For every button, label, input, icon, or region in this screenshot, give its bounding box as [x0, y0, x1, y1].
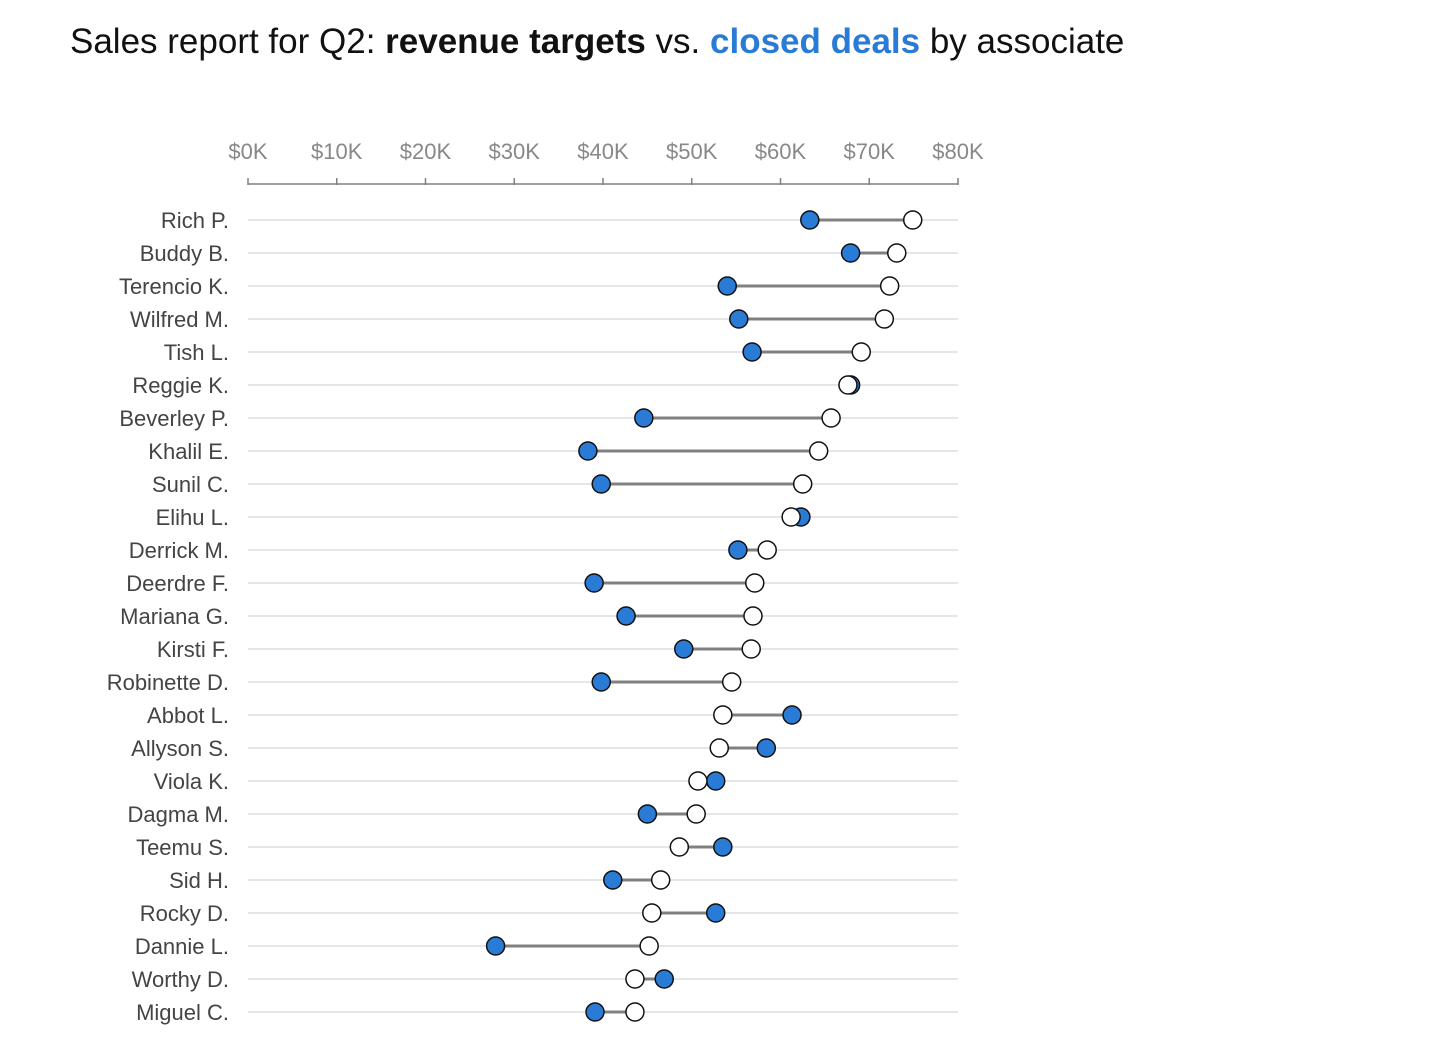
category-label: Rocky D. [140, 901, 229, 926]
category-label: Deerdre F. [126, 571, 229, 596]
category-label: Miguel C. [136, 1000, 229, 1025]
closed-deals-point [717, 276, 737, 296]
revenue-target-point [821, 408, 841, 428]
closed-deals-point [674, 639, 694, 659]
category-label: Dagma M. [128, 802, 229, 827]
category-label: Viola K. [154, 769, 229, 794]
closed-deals-point [616, 606, 636, 626]
category-label: Abbot L. [147, 703, 229, 728]
revenue-target-point [639, 936, 659, 956]
closed-deals-point [800, 210, 820, 230]
category-label: Wilfred M. [130, 307, 229, 332]
revenue-target-point [838, 375, 858, 395]
x-tick-label: $60K [755, 139, 807, 164]
revenue-target-point [686, 804, 706, 824]
category-label: Sid H. [169, 868, 229, 893]
category-label: Derrick M. [129, 538, 229, 563]
category-label: Terencio K. [119, 274, 229, 299]
revenue-target-point [642, 903, 662, 923]
closed-deals-point [782, 705, 802, 725]
category-label: Sunil C. [152, 472, 229, 497]
revenue-target-point [688, 771, 708, 791]
closed-deals-point [603, 870, 623, 890]
revenue-target-point [887, 243, 907, 263]
revenue-target-point [741, 639, 761, 659]
closed-deals-point [637, 804, 658, 824]
x-tick-label: $70K [844, 139, 896, 164]
closed-deals-point [840, 243, 861, 263]
revenue-target-point [743, 606, 763, 626]
category-label: Mariana G. [120, 604, 229, 629]
closed-deals-point [728, 540, 748, 560]
closed-deals-point [584, 573, 604, 593]
category-label: Elihu L. [156, 505, 229, 530]
revenue-target-point [721, 672, 742, 692]
closed-deals-point [485, 936, 506, 956]
category-label: Rich P. [161, 208, 229, 233]
revenue-target-point [625, 969, 645, 989]
x-tick-label: $20K [400, 139, 452, 164]
category-label: Kirsti F. [157, 637, 229, 662]
revenue-target-point [713, 705, 733, 725]
category-label: Beverley P. [119, 406, 229, 431]
closed-deals-point [705, 771, 726, 791]
closed-deals-point [729, 309, 749, 329]
category-label: Reggie K. [132, 373, 229, 398]
closed-deals-point [742, 342, 762, 362]
title-suffix: by associate [920, 22, 1125, 61]
category-label: Dannie L. [135, 934, 229, 959]
revenue-target-point [902, 210, 923, 230]
title-prefix: Sales report for Q2: [70, 22, 386, 61]
closed-deals-point [591, 672, 611, 692]
closed-deals-point [654, 969, 674, 989]
x-tick-label: $10K [311, 139, 363, 164]
category-label: Tish L. [164, 340, 229, 365]
x-tick-label: $50K [666, 139, 718, 164]
x-tick-label: $40K [577, 139, 629, 164]
closed-deals-point [578, 441, 598, 461]
title-series-targets: revenue targets [385, 22, 646, 61]
category-label: Buddy B. [140, 241, 229, 266]
revenue-target-point [879, 276, 900, 296]
x-tick-label: $0K [228, 139, 267, 164]
revenue-target-point [757, 540, 777, 560]
revenue-target-point [625, 1002, 645, 1022]
closed-deals-point [585, 1002, 605, 1022]
closed-deals-point [591, 474, 611, 494]
closed-deals-point [634, 408, 654, 428]
revenue-target-point [709, 738, 730, 758]
revenue-target-point [874, 309, 895, 329]
closed-deals-point [705, 903, 726, 923]
category-label: Robinette D. [107, 670, 229, 695]
revenue-target-point [851, 342, 872, 362]
category-label: Allyson S. [131, 736, 229, 761]
category-label: Khalil E. [148, 439, 229, 464]
title-series-closed: closed deals [710, 22, 921, 61]
x-tick-label: $80K [932, 139, 984, 164]
chart-title: Sales report for Q2: revenue targets vs.… [70, 22, 1124, 62]
revenue-target-point [792, 474, 813, 494]
revenue-target-point [650, 870, 671, 890]
category-label: Teemu S. [136, 835, 229, 860]
revenue-target-point [781, 507, 801, 527]
revenue-target-point [745, 573, 765, 593]
category-label: Worthy D. [132, 967, 229, 992]
revenue-target-point [669, 837, 690, 857]
title-middle: vs. [645, 22, 710, 61]
closed-deals-point [756, 738, 777, 758]
revenue-target-point [808, 441, 829, 461]
x-tick-label: $30K [489, 139, 541, 164]
closed-deals-point [713, 837, 733, 857]
